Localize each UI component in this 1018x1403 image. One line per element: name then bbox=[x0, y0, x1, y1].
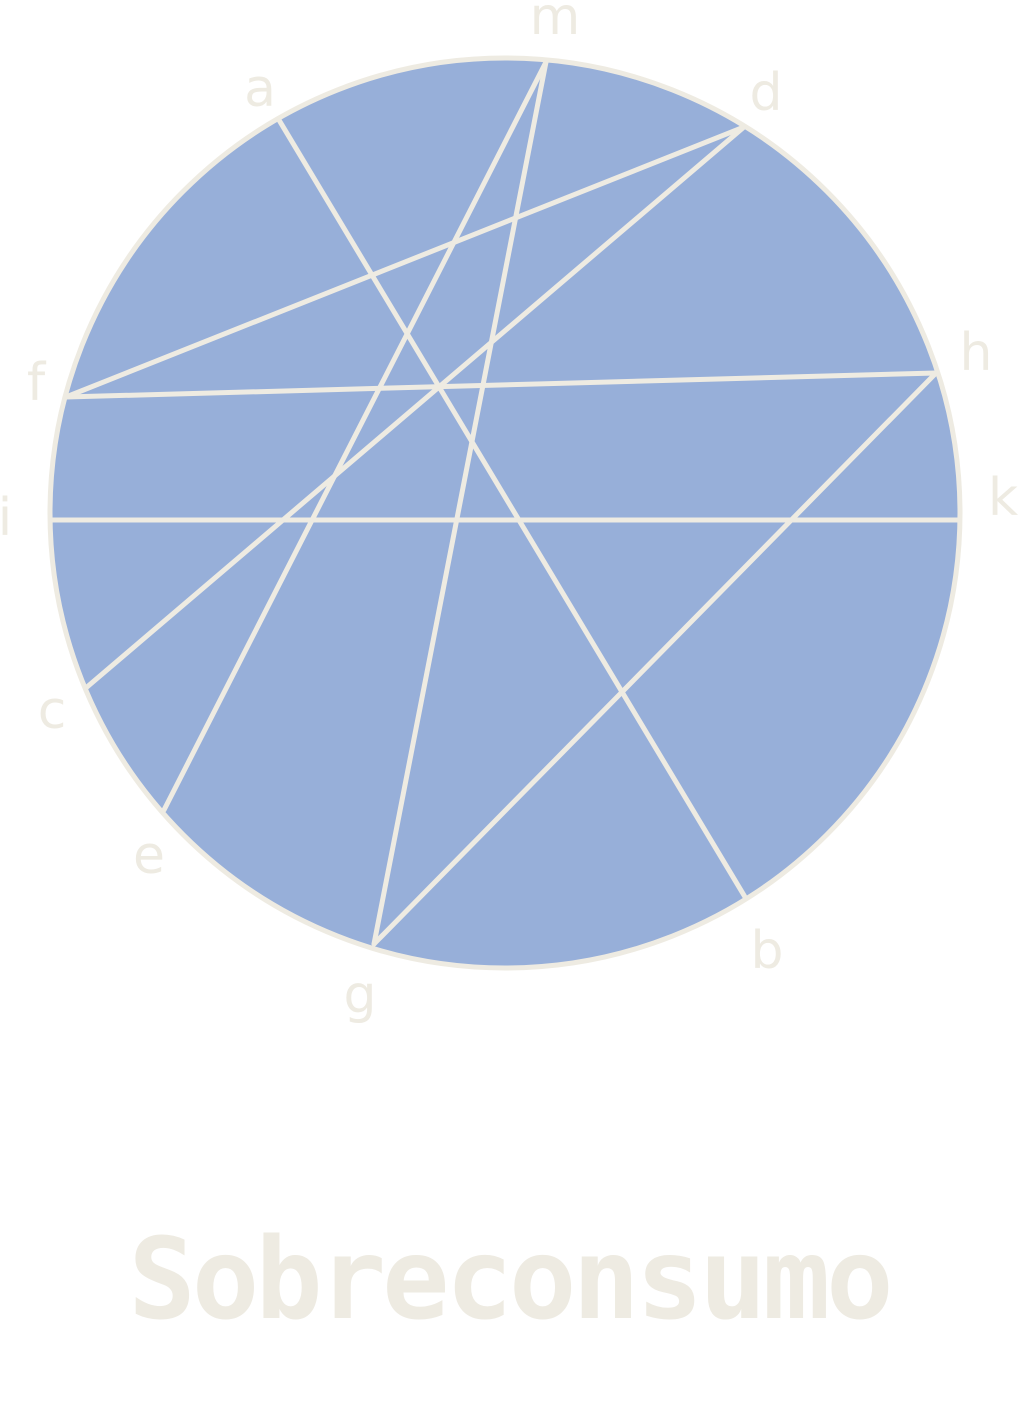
chord-lines bbox=[48, 59, 961, 947]
point-label-c: c bbox=[38, 681, 67, 741]
point-label-i: i bbox=[0, 488, 12, 548]
chord-a-b bbox=[276, 117, 748, 900]
point-label-k: k bbox=[988, 468, 1018, 528]
point-labels: m a d h f i k c e g b bbox=[0, 0, 1018, 1025]
point-label-f: f bbox=[27, 353, 47, 413]
point-label-a: a bbox=[244, 59, 276, 119]
circle-disc bbox=[47, 55, 963, 971]
chord-m-g bbox=[371, 59, 549, 947]
point-label-e: e bbox=[133, 826, 165, 886]
point-label-m: m bbox=[530, 0, 581, 47]
chord-d-c bbox=[84, 124, 747, 690]
point-label-d: d bbox=[749, 63, 782, 123]
poster-title: Sobreconsumo bbox=[128, 1215, 893, 1345]
point-label-g: g bbox=[343, 965, 376, 1025]
point-label-h: h bbox=[960, 323, 993, 383]
chord-f-h bbox=[63, 370, 939, 400]
chord-h-g bbox=[371, 370, 939, 947]
chord-m-e bbox=[161, 59, 549, 813]
point-label-b: b bbox=[750, 921, 783, 981]
chord-diagram: m a d h f i k c e g b bbox=[0, 0, 1018, 1025]
chord-d-f bbox=[63, 124, 747, 400]
